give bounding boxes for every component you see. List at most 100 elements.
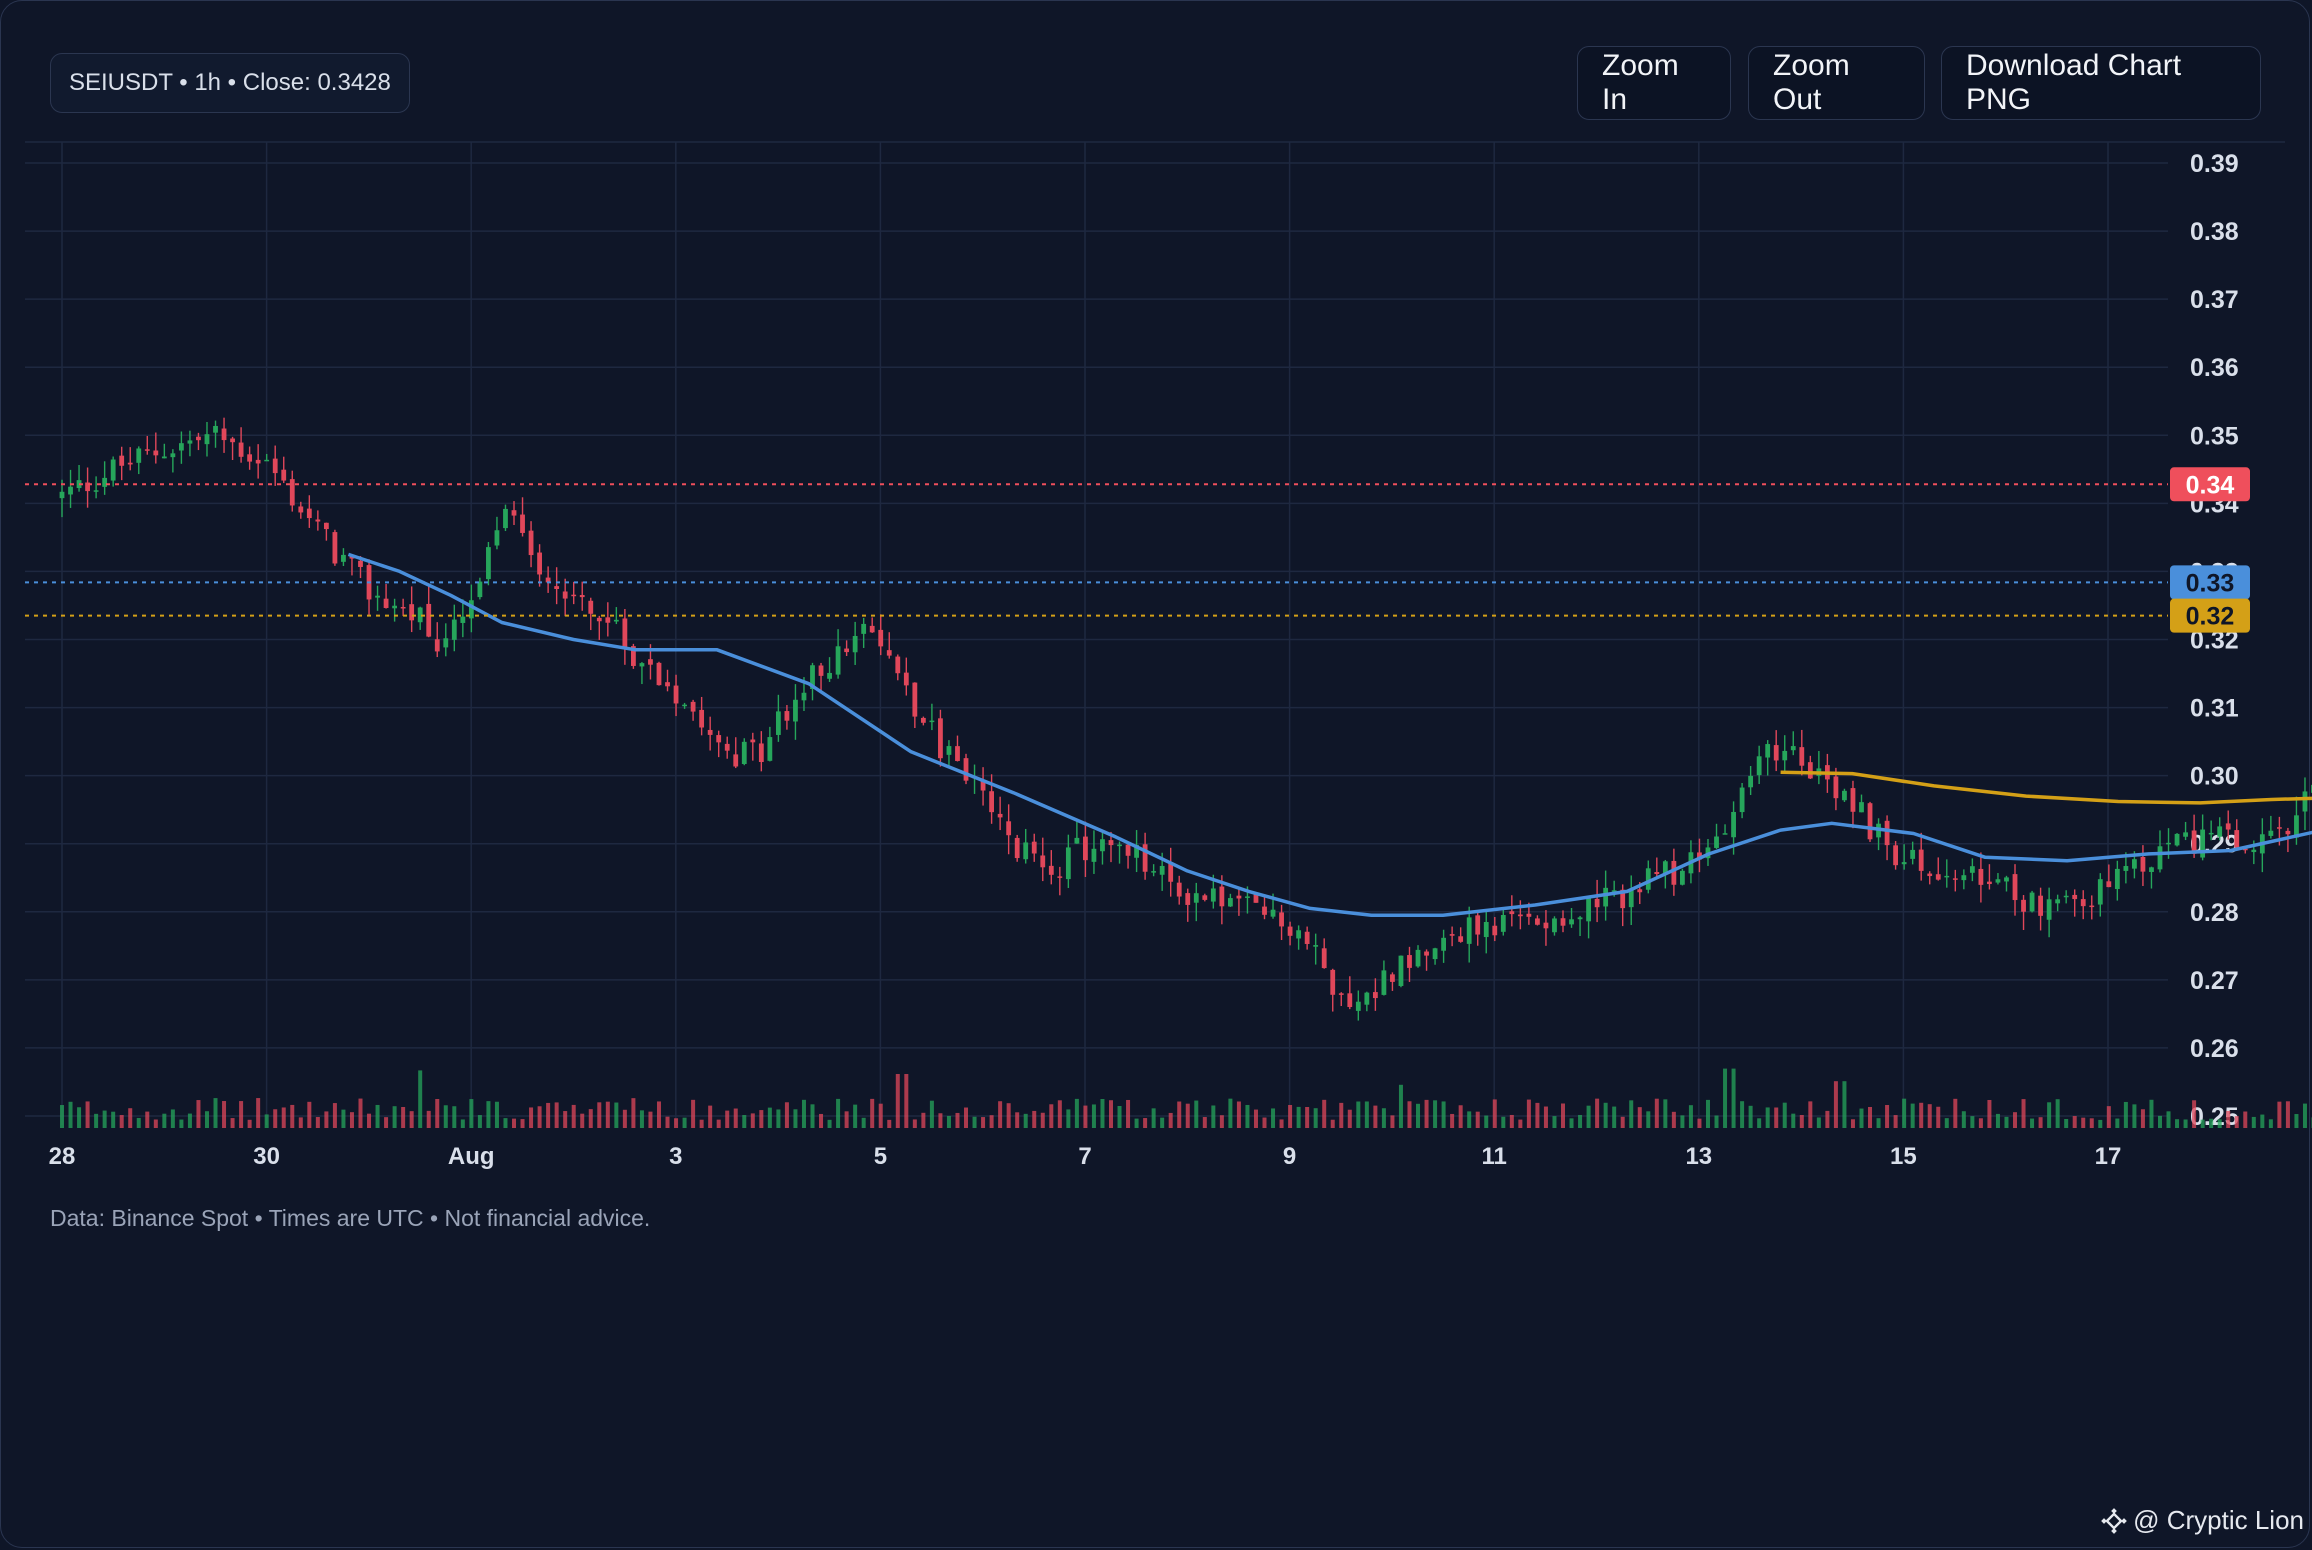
candle-up — [451, 604, 457, 652]
candle-down — [255, 444, 261, 479]
volume-bar — [1578, 1114, 1583, 1128]
candle-body — [2004, 877, 2009, 882]
volume-bar — [1339, 1102, 1344, 1128]
candle-body — [1978, 868, 1984, 885]
candle-down — [1884, 815, 1890, 861]
volume-bar — [1108, 1100, 1113, 1128]
candle-body — [758, 743, 764, 763]
candle-up — [417, 606, 423, 630]
x-tick-label: 5 — [874, 1143, 887, 1170]
candle-body — [1364, 992, 1370, 1005]
candle-body — [588, 600, 594, 614]
volume-bar — [2302, 1103, 2307, 1128]
volume-bar — [1330, 1119, 1335, 1128]
candle-down — [1202, 893, 1208, 902]
candle-body — [178, 443, 184, 451]
candle-body — [596, 617, 602, 622]
candle-down — [750, 732, 756, 761]
candle-body — [733, 754, 739, 767]
volume-bar — [409, 1111, 414, 1128]
volume-bar — [230, 1118, 235, 1128]
watermark: @ Cryptic Lion — [2101, 1505, 2304, 1536]
candle-body — [1270, 909, 1276, 917]
grid — [25, 141, 2285, 1125]
volume-bar — [1799, 1115, 1804, 1128]
volume-bar — [2021, 1099, 2026, 1128]
candle-body — [707, 729, 713, 735]
candle-body — [1023, 842, 1029, 860]
candle-up — [1714, 823, 1719, 849]
volume-bar — [1740, 1101, 1745, 1128]
volume-bar — [793, 1109, 798, 1128]
moving-average-fast-line — [347, 552, 2312, 917]
volume-bar — [1049, 1104, 1054, 1128]
candle-body — [1202, 895, 1208, 900]
candle-up — [767, 726, 773, 762]
candle-body — [127, 462, 133, 465]
candle-body — [955, 746, 960, 761]
price-level-label: 0.33 — [2186, 569, 2235, 597]
candle-body — [1773, 745, 1779, 761]
y-tick-label: 0.26 — [2190, 1035, 2239, 1063]
volume-bar — [60, 1105, 64, 1128]
candle-down — [878, 614, 884, 656]
volume-bar — [1791, 1113, 1796, 1128]
volume-bar — [1347, 1109, 1352, 1128]
volume-bar — [1126, 1099, 1131, 1128]
candle-body — [810, 665, 815, 689]
x-tick-label: 3 — [669, 1143, 682, 1170]
candle-body — [1748, 775, 1754, 788]
candle-body — [1159, 865, 1165, 875]
volume-bar — [904, 1074, 909, 1128]
volume-bar — [324, 1111, 329, 1128]
volume-bar — [1765, 1107, 1770, 1128]
volume-bar — [656, 1101, 661, 1128]
candle-up — [861, 617, 867, 648]
candle-body — [136, 448, 142, 463]
footer-note: Data: Binance Spot • Times are UTC • Not… — [50, 1205, 651, 1231]
candle-body — [631, 646, 636, 666]
volume-bar — [1160, 1117, 1165, 1128]
candle-body — [486, 547, 491, 580]
volume-bar — [1833, 1081, 1838, 1128]
candle-down — [895, 654, 901, 681]
zoom-out-button[interactable]: Zoom Out — [1748, 46, 1925, 120]
candle-down — [844, 640, 850, 657]
volume-bar — [2294, 1114, 2299, 1128]
download-chart-png-button[interactable]: Download Chart PNG — [1941, 46, 2261, 120]
candle-down — [281, 456, 287, 484]
candle-down — [520, 497, 525, 537]
volume-bar — [1629, 1100, 1634, 1128]
volume-bar — [1484, 1115, 1489, 1128]
candle-body — [2251, 849, 2257, 853]
volume-bar — [1168, 1112, 1173, 1128]
candle-down — [247, 446, 253, 470]
volume-bar — [2115, 1118, 2120, 1128]
candle-down — [537, 544, 542, 587]
candle-down — [1407, 946, 1412, 982]
volume-bar — [213, 1098, 218, 1128]
y-tick-label: 0.31 — [2190, 695, 2239, 723]
volume-bar — [1083, 1105, 1088, 1128]
candle-down — [1142, 832, 1148, 880]
candle-body — [2183, 832, 2188, 837]
candle-body — [2046, 899, 2052, 920]
candle-body — [1236, 895, 1242, 899]
volume-bar — [2285, 1101, 2290, 1128]
candle-down — [349, 554, 355, 576]
candle-body — [1782, 750, 1788, 761]
volume-bar — [392, 1106, 397, 1128]
volume-bar — [1757, 1118, 1762, 1128]
zoom-in-button[interactable]: Zoom In — [1577, 46, 1731, 120]
volume-bar — [1620, 1116, 1625, 1128]
candle-body — [2038, 895, 2043, 916]
candle-body — [903, 672, 909, 686]
candle-up — [929, 703, 935, 731]
volume-bar — [1637, 1107, 1642, 1128]
candle-body — [1645, 868, 1651, 890]
candle-up — [827, 657, 832, 682]
volume-bar — [460, 1119, 465, 1128]
candle-down — [528, 521, 534, 568]
candle-body — [1262, 906, 1267, 915]
